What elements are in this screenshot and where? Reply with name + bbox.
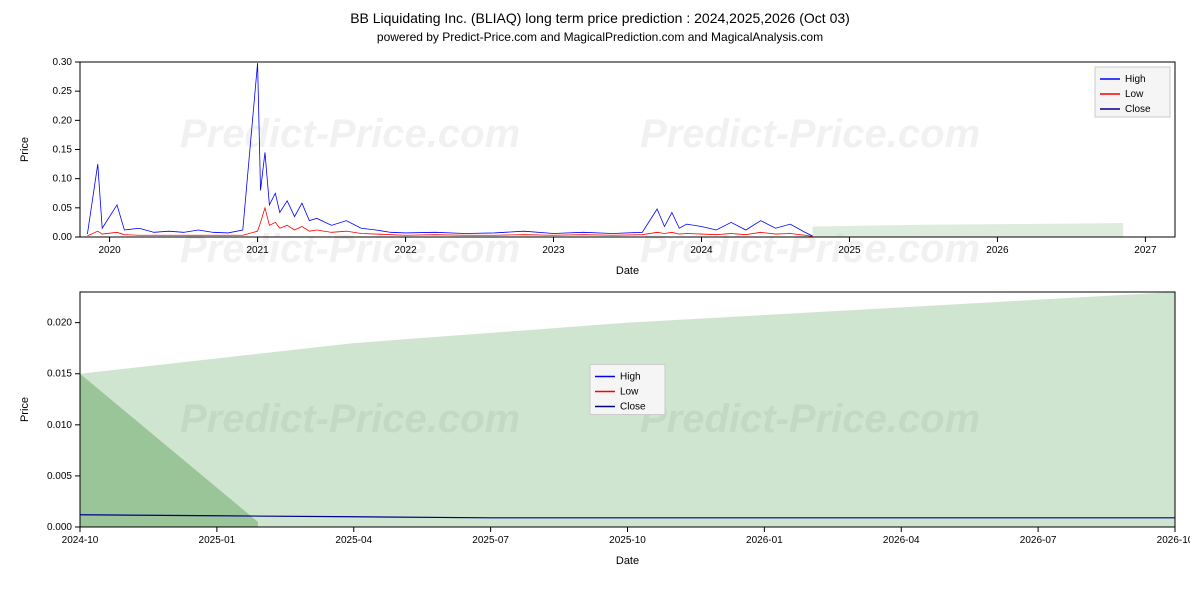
y-tick-label: 0.020 [47,318,72,329]
prediction-region [812,223,1123,236]
x-tick-label: 2027 [1134,245,1157,256]
y-axis-label: Price [19,397,31,422]
y-axis-label: Price [19,137,31,162]
y-tick-label: 0.20 [53,115,73,126]
x-tick-label: 2023 [542,245,565,256]
y-tick-label: 0.15 [53,145,73,156]
x-tick-label: 2025 [838,245,861,256]
chart-title: BB Liquidating Inc. (BLIAQ) long term pr… [10,10,1190,26]
x-tick-label: 2020 [98,245,121,256]
watermark: Predict-Price.com [640,397,980,441]
y-tick-label: 0.05 [53,203,73,214]
x-tick-label: 2026-04 [883,535,920,546]
watermark: Predict-Price.com [640,112,980,156]
y-tick-label: 0.00 [53,232,73,243]
legend-label: Close [1125,104,1151,115]
legend-label: High [620,372,641,383]
chart-container: BB Liquidating Inc. (BLIAQ) long term pr… [10,10,1190,590]
y-tick-label: 0.25 [53,86,73,97]
chart-subtitle: powered by Predict-Price.com and Magical… [10,30,1190,44]
bottom-chart: Predict-Price.com Predict-Price.com 0.000 0… [10,282,1190,572]
x-tick-label: 2026-01 [746,535,783,546]
x-tick-label: 2021 [246,245,269,256]
legend-label: Low [620,387,639,398]
y-tick-label: 0.30 [53,57,73,68]
x-tick-label: 2022 [394,245,417,256]
watermark: Predict-Price.com [180,397,520,441]
watermark: Predict-Price.com [180,112,520,156]
legend-label: Low [1125,89,1144,100]
x-tick-label: 2024-10 [62,535,99,546]
x-tick-label: 2026-10 [1157,535,1190,546]
top-chart: Predict-Price.comPredict-Price.comPredic… [10,52,1190,282]
x-tick-label: 2025-01 [199,535,236,546]
x-axis-label: Date [616,555,639,567]
x-tick-label: 2026-07 [1020,535,1057,546]
x-tick-label: 2025-04 [335,535,372,546]
x-axis-label: Date [616,265,639,277]
x-tick-label: 2025-07 [472,535,509,546]
y-tick-label: 0.010 [47,420,72,431]
y-tick-label: 0.015 [47,369,72,380]
legend-label: Close [620,402,646,413]
legend-label: High [1125,74,1146,85]
y-tick-label: 0.000 [47,522,72,533]
y-tick-label: 0.005 [47,471,72,482]
x-tick-label: 2024 [690,245,713,256]
x-tick-label: 2025-10 [609,535,646,546]
y-tick-label: 0.10 [53,174,73,185]
x-tick-label: 2026 [986,245,1009,256]
